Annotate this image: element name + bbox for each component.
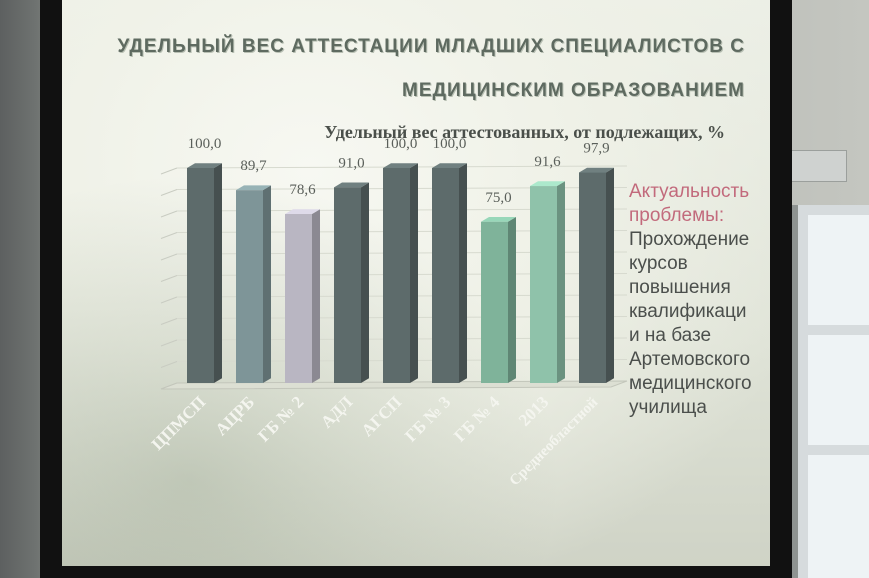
- gridline: [160, 189, 178, 196]
- window-pane: [808, 215, 869, 325]
- category-label: АДЛ: [317, 392, 357, 432]
- bar-top: [432, 163, 467, 168]
- note-body-line: Прохождение: [629, 229, 750, 250]
- projection-screen: УДЕЛЬНЫЙ ВЕС АТТЕСТАЦИИ МЛАДШИХ СПЕЦИАЛИ…: [40, 0, 792, 578]
- note-body-line: курсов: [629, 253, 688, 274]
- chart-subtitle: Удельный вес аттестованных, от подлежащи…: [324, 122, 725, 142]
- bar-value-label: 75,0: [485, 190, 511, 206]
- note-highlight: Актуальность проблемы:: [629, 180, 770, 228]
- category-label: ГБ № 2: [254, 392, 307, 445]
- gridline: [160, 339, 178, 347]
- slide-title-line1: УДЕЛЬНЫЙ ВЕС АТТЕСТАЦИИ МЛАДШИХ СПЕЦИАЛИ…: [117, 36, 745, 57]
- bar-side: [312, 209, 320, 383]
- bar: [530, 186, 557, 383]
- gridline: [160, 232, 178, 239]
- gridline: [160, 318, 178, 325]
- bar-value-label: 100,0: [433, 136, 467, 152]
- bar: [236, 190, 263, 383]
- slide: УДЕЛЬНЫЙ ВЕС АТТЕСТАЦИИ МЛАДШИХ СПЕЦИАЛИ…: [62, 0, 770, 566]
- note-highlight-line: проблемы:: [629, 205, 725, 226]
- bar-side: [557, 181, 565, 383]
- bar-value-label: 97,9: [583, 141, 609, 157]
- bar-side: [459, 163, 467, 383]
- note-body: Прохождение курсов повышения квалификаци…: [629, 228, 770, 420]
- bar: [334, 187, 361, 383]
- gridline: [160, 296, 178, 304]
- bar-chart: 100,0 ЦПМСП 89,7 АЦРБ 78,6 ГБ № 2 91,0 АДЛ 100,0…: [148, 136, 628, 489]
- bar-value-label: 78,6: [289, 182, 316, 198]
- window-pane: [808, 335, 869, 445]
- bar-value-label: 100,0: [188, 136, 222, 152]
- category-label: ГБ № 4: [450, 392, 503, 445]
- category-label: 2013: [515, 392, 552, 429]
- bar-value-label: 91,0: [338, 155, 364, 171]
- side-note: Актуальность проблемы: Прохождение курсо…: [629, 180, 770, 420]
- bar-value-label: 91,6: [534, 154, 561, 170]
- gridline: [160, 167, 178, 175]
- note-body-line: повышения: [629, 277, 731, 298]
- bar: [187, 168, 214, 383]
- category-label: ЦПМСП: [148, 392, 210, 454]
- note-body-line: училища: [629, 397, 707, 418]
- bar-top: [383, 163, 418, 168]
- bar-top: [236, 185, 271, 191]
- category-label: Среднеобластной: [507, 394, 602, 489]
- window-pane: [808, 455, 869, 578]
- bar-side: [361, 182, 369, 383]
- bar: [432, 168, 459, 383]
- bar-side: [263, 185, 271, 383]
- category-label: ГБ № 3: [401, 392, 454, 445]
- bar: [579, 172, 606, 383]
- gridline: [160, 275, 178, 282]
- bar: [383, 168, 410, 383]
- note-body-line: Артемовского: [629, 349, 751, 370]
- wall-bracket: [785, 150, 847, 182]
- note-body-line: квалификаци: [629, 301, 747, 322]
- bar-top: [579, 167, 614, 173]
- note-highlight-line: Актуальность: [629, 181, 750, 202]
- slide-title-line2: МЕДИЦИНСКИМ ОБРАЗОВАНИЕМ: [402, 80, 745, 101]
- bar: [481, 221, 508, 383]
- bar-top: [334, 182, 369, 188]
- gridline: [160, 253, 178, 261]
- category-label: АГСП: [358, 392, 406, 440]
- bar-side: [508, 216, 516, 383]
- gridline: [160, 210, 178, 218]
- gridline: [160, 361, 178, 368]
- bar-side: [410, 163, 418, 383]
- bar-side: [214, 163, 222, 383]
- room-window: [792, 205, 869, 578]
- category-label: АЦРБ: [212, 392, 259, 439]
- bar-top: [187, 163, 222, 168]
- note-body-line: медицинского: [629, 373, 752, 394]
- bar-top: [481, 216, 516, 222]
- bar: [285, 214, 312, 383]
- bar-top: [285, 209, 320, 215]
- bar-side: [606, 167, 614, 383]
- note-body-line: и на базе: [629, 325, 712, 346]
- bar-top: [530, 181, 565, 187]
- bar-value-label: 89,7: [240, 158, 267, 174]
- chart-floor: [160, 380, 628, 390]
- bar-value-label: 100,0: [384, 136, 418, 152]
